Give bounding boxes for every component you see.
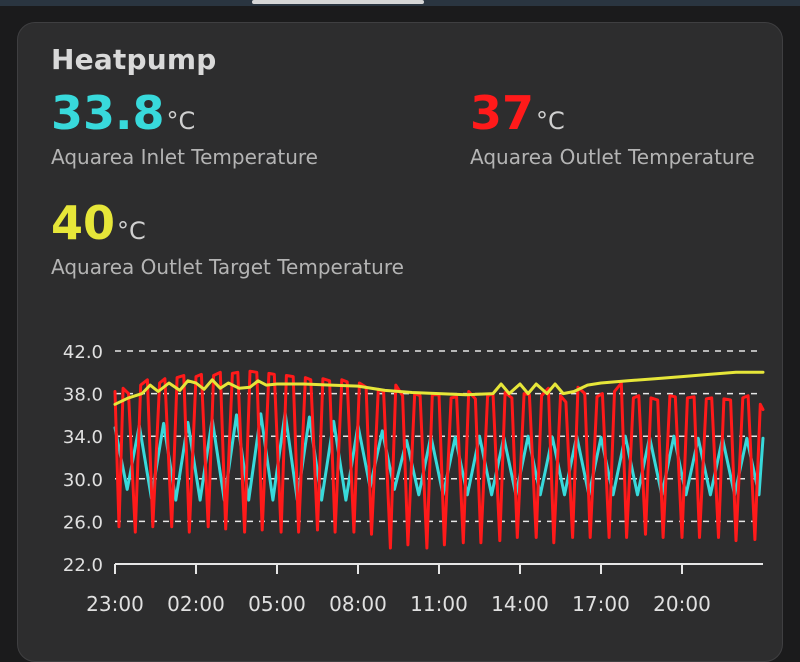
- x-tick-label: 17:00: [572, 592, 630, 616]
- x-tick-label: 05:00: [248, 592, 306, 616]
- outlet-temperature-label: Aquarea Outlet Temperature: [470, 145, 755, 169]
- outlet-target-temperature-label: Aquarea Outlet Target Temperature: [51, 255, 404, 279]
- inlet-temperature-unit: °C: [166, 107, 196, 135]
- x-tick-label: 23:00: [86, 592, 144, 616]
- top-status-bar: [0, 0, 800, 6]
- y-tick-label: 22.0: [63, 555, 103, 576]
- x-tick-label: 20:00: [653, 592, 711, 616]
- history-chart-svg: 42.0 38.0 34.0 30.0 26.0 22.0 23:00 02:00 05:00 0…: [63, 342, 765, 616]
- x-tick-label: 02:00: [167, 592, 225, 616]
- drag-handle[interactable]: [252, 0, 424, 4]
- y-tick-label: 30.0: [63, 470, 103, 491]
- card-title: Heatpump: [51, 43, 217, 76]
- heatpump-card: Heatpump 33.8°C Aquarea Inlet Temperatur…: [17, 22, 783, 662]
- y-tick-label: 38.0: [63, 385, 103, 406]
- entity-outlet-temperature[interactable]: 37°C Aquarea Outlet Temperature: [470, 87, 755, 169]
- x-tick-label: 08:00: [329, 592, 387, 616]
- outlet-temperature-unit: °C: [536, 107, 565, 135]
- history-chart[interactable]: 42.0 38.0 34.0 30.0 26.0 22.0 23:00 02:00 05:00 0…: [18, 23, 782, 661]
- x-tick-label: 11:00: [410, 592, 468, 616]
- y-tick-label: 42.0: [63, 342, 103, 363]
- outlet-temperature-value: 37: [470, 86, 535, 140]
- series-line-target: [113, 370, 765, 406]
- entity-inlet-temperature[interactable]: 33.8°C Aquarea Inlet Temperature: [51, 87, 318, 169]
- outlet-target-temperature-value: 40: [51, 196, 116, 250]
- y-tick-label: 34.0: [63, 427, 103, 448]
- inlet-temperature-label: Aquarea Inlet Temperature: [51, 145, 318, 169]
- inlet-temperature-value: 33.8: [51, 86, 165, 140]
- y-tick-label: 26.0: [63, 512, 103, 533]
- entity-outlet-target-temperature[interactable]: 40°C Aquarea Outlet Target Temperature: [51, 197, 404, 279]
- x-tick-label: 14:00: [491, 592, 549, 616]
- outlet-target-temperature-unit: °C: [117, 217, 146, 245]
